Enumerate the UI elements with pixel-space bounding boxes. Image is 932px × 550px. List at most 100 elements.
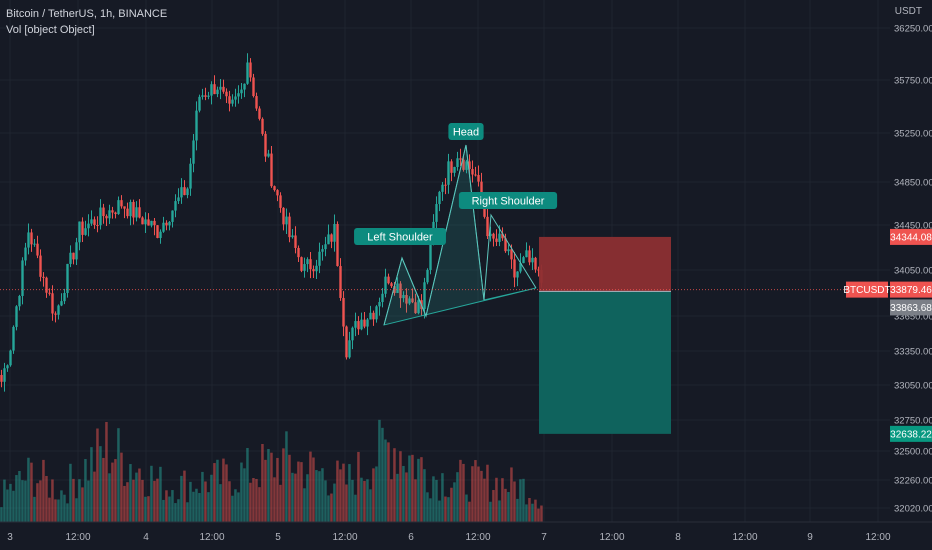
entry-price-badge: 33863.68	[890, 303, 932, 314]
volume-bar	[354, 495, 357, 522]
candle-body	[27, 232, 29, 247]
volume-bar	[138, 469, 141, 522]
price-tick-label: 32750.00	[894, 416, 932, 427]
candle-body	[153, 221, 155, 225]
volume-bar	[132, 480, 135, 522]
price-tick-label: 33050.00	[894, 381, 932, 392]
volume-bar	[51, 479, 54, 522]
candle-body	[102, 208, 104, 217]
candle-body	[204, 95, 206, 97]
candle-body	[345, 327, 347, 358]
candle-body	[243, 84, 245, 90]
time-tick-label: 4	[143, 532, 149, 543]
volume-bar	[186, 502, 189, 522]
candle-body	[6, 365, 8, 368]
volume-bar	[189, 482, 192, 522]
candle-body	[267, 154, 269, 157]
candle-body	[60, 301, 62, 305]
volume-bar	[357, 452, 360, 522]
time-tick-label: 6	[408, 532, 414, 543]
volume-bar	[27, 458, 30, 522]
volume-bar	[39, 480, 42, 522]
left-shoulder-label: Left Shoulder	[367, 232, 433, 244]
volume-bar	[63, 495, 65, 522]
volume-bar	[102, 458, 105, 522]
price-tick-label: 36250.00	[894, 24, 932, 35]
take-profit-zone	[539, 291, 671, 433]
volume-bar	[375, 466, 378, 522]
candle-body	[264, 134, 266, 157]
candle-body	[492, 234, 494, 239]
volume-bar	[255, 479, 258, 522]
chart-legend: Bitcoin / TetherUS, 1h, BINANCE Vol [obj…	[6, 6, 167, 38]
volume-bar	[456, 472, 459, 522]
volume-bar	[198, 493, 201, 522]
candle-body	[87, 224, 89, 229]
volume-bar	[462, 464, 465, 522]
candle-body	[216, 90, 218, 94]
volume-title: Vol [object Object]	[6, 22, 167, 38]
candle-body	[351, 328, 353, 341]
candle-body	[423, 282, 425, 309]
candle-body	[147, 219, 149, 225]
volume-bar	[75, 498, 78, 522]
volume-bar	[288, 455, 291, 522]
target-price-badge: 32638.22	[890, 429, 932, 440]
candle-body	[93, 219, 95, 225]
volume-bar	[162, 500, 165, 522]
candle-body	[15, 306, 17, 327]
volume-bar	[252, 478, 255, 522]
candle-body	[168, 222, 170, 225]
time-tick-label: 12:00	[465, 532, 490, 543]
volume-bar	[441, 473, 444, 522]
volume-bar	[531, 504, 534, 522]
candle-body	[384, 277, 386, 294]
candle-body	[186, 189, 188, 195]
volume-bar	[30, 463, 33, 522]
volume-bar	[192, 492, 195, 522]
candle-body	[447, 161, 449, 184]
volume-bar	[69, 464, 72, 522]
volume-bar	[84, 459, 87, 522]
volume-bar	[177, 499, 180, 522]
volume-bar	[303, 488, 306, 522]
volume-bar	[237, 492, 240, 522]
candle-body	[516, 271, 518, 277]
volume-bar	[345, 484, 348, 522]
volume-bar	[489, 502, 492, 522]
volume-bar	[171, 490, 174, 522]
volume-bar	[516, 499, 519, 522]
candle-body	[69, 253, 71, 264]
volume-bar	[18, 471, 21, 522]
candle-body	[366, 319, 368, 326]
volume-bar	[312, 457, 315, 522]
volume-bar	[120, 453, 123, 522]
candle-body	[261, 119, 263, 134]
candle-body	[24, 248, 26, 261]
volume-bar	[408, 456, 411, 522]
stop-loss-zone	[539, 237, 671, 292]
candle-body	[306, 259, 308, 264]
volume-bar	[336, 461, 339, 522]
volume-bar	[21, 480, 24, 522]
volume-bar	[93, 472, 96, 522]
candle-body	[72, 253, 74, 260]
volume-bar	[378, 420, 381, 522]
volume-bar	[414, 479, 417, 522]
volume-bar	[291, 473, 294, 522]
volume-bar	[420, 457, 423, 522]
time-tick-label: 5	[275, 532, 281, 543]
candle-body	[192, 140, 194, 163]
candle-body	[438, 192, 440, 204]
volume-bar	[333, 484, 336, 522]
volume-bar	[222, 459, 225, 522]
candle-body	[156, 225, 158, 238]
volume-bar	[276, 458, 279, 522]
candle-body	[195, 111, 197, 141]
volume-bar	[459, 460, 462, 522]
candle-body	[222, 87, 224, 92]
volume-bar	[480, 471, 483, 522]
volume-bar	[450, 488, 453, 522]
candle-body	[312, 269, 314, 271]
